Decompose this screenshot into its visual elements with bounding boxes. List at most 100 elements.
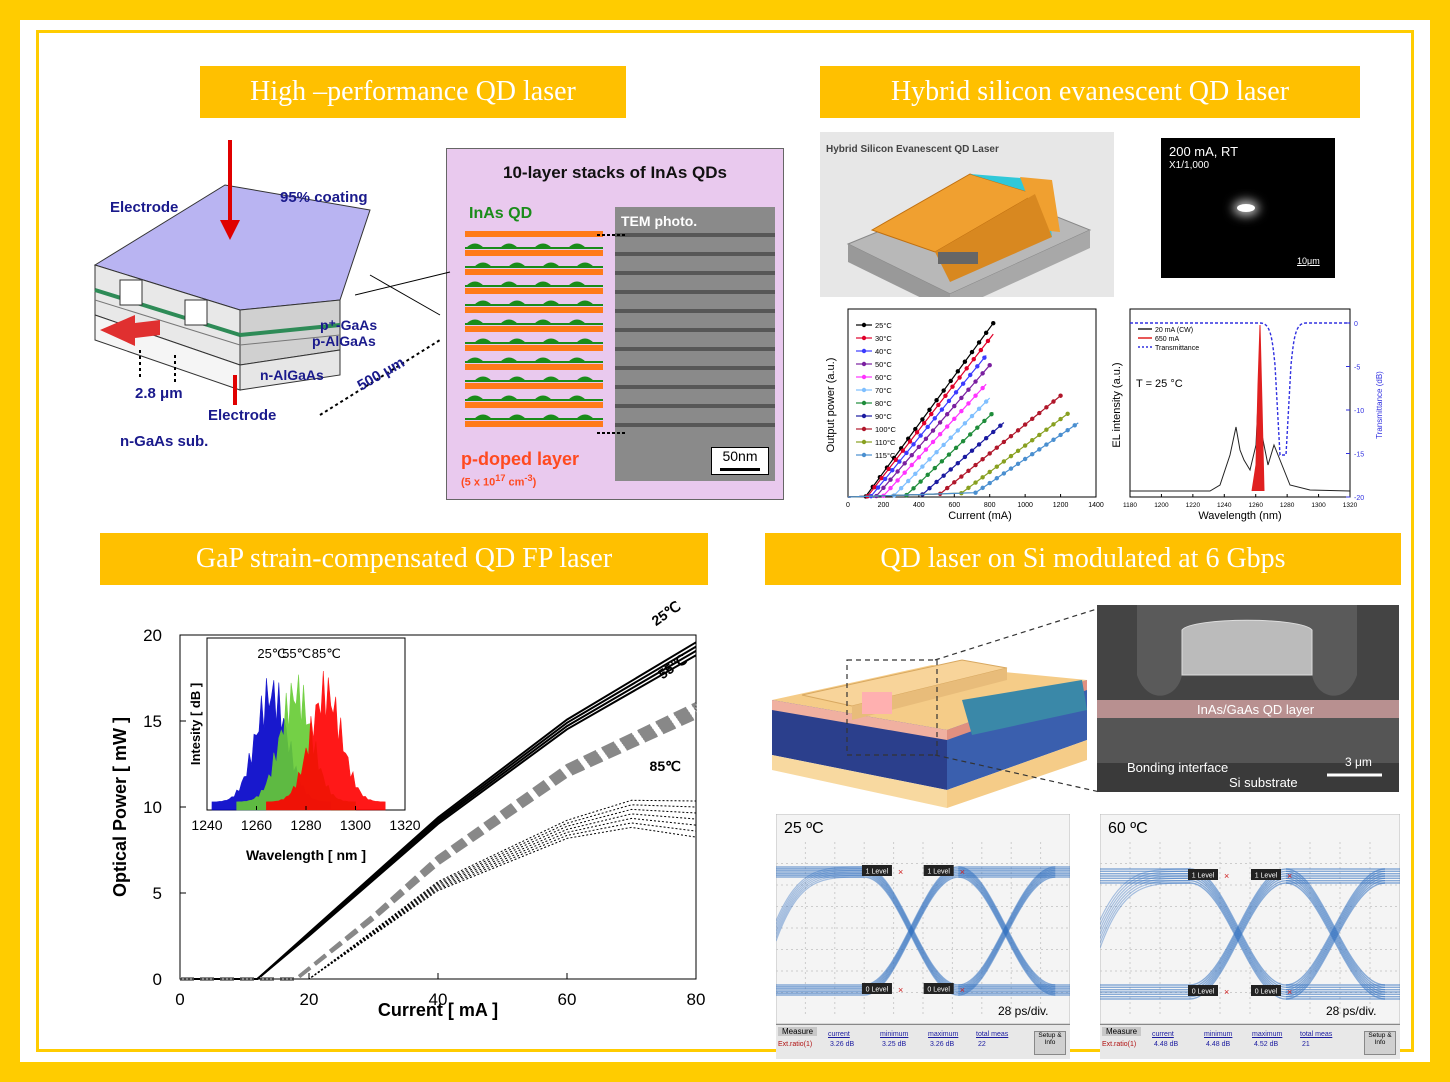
li-data-point	[916, 455, 922, 460]
li-data-point	[966, 485, 971, 491]
op-ytick-label: 10	[143, 798, 162, 817]
tem-stripe	[615, 366, 775, 370]
li-data-point	[976, 442, 982, 447]
label-electrode-top: Electrode	[110, 199, 178, 216]
near-field-spot	[1237, 204, 1255, 212]
li-data-point	[985, 338, 991, 344]
li-data-point	[980, 457, 985, 462]
li-data-point	[1022, 443, 1028, 448]
li-legend-label: 50°C	[875, 360, 892, 369]
li-data-point	[966, 387, 971, 392]
qd-dot	[542, 414, 560, 419]
op-xtick-label: 20	[300, 990, 319, 1009]
op-ytick-label: 20	[143, 626, 162, 645]
li-data-point	[969, 349, 975, 355]
stack-doped-layer	[465, 402, 603, 408]
hybrid-laser-render: Hybrid Silicon Evanescent QD Laser	[820, 132, 1114, 297]
qd-dot	[508, 262, 526, 267]
li-data-point	[1065, 411, 1070, 416]
eye-level-marker	[1251, 869, 1281, 880]
qd-dot	[568, 243, 586, 248]
li-data-point	[952, 403, 957, 409]
stack-doped-layer	[465, 364, 603, 370]
qd-dot	[534, 281, 552, 286]
tem-stripe	[615, 271, 775, 275]
op-series-line	[180, 817, 697, 980]
li-data-point	[1015, 428, 1021, 433]
render-label: Hybrid Silicon Evanescent QD Laser	[826, 144, 999, 155]
li-legend-label: 80°C	[875, 399, 892, 408]
li-ylabel: Output power (a.u.)	[825, 358, 837, 453]
li-data-point	[945, 412, 950, 417]
el-y2tick-label: -20	[1354, 495, 1364, 502]
li-data-point	[980, 485, 985, 491]
li-data-point	[945, 424, 950, 429]
measure-tab[interactable]: Measure	[778, 1027, 818, 1036]
li-data-point	[957, 375, 962, 380]
stack-doped-layer	[465, 269, 603, 275]
li-data-point	[1030, 416, 1035, 422]
svg-text:20 mA (CW): 20 mA (CW)	[1155, 327, 1193, 334]
li-data-point	[923, 436, 929, 441]
measure-col-header: current	[1152, 1031, 1174, 1038]
eye1-timescale: 28 ps/div.	[998, 1004, 1049, 1018]
qd-dot	[474, 300, 492, 305]
stack-title: 10-layer stacks of InAs QDs	[503, 163, 727, 182]
li-legend-label: 70°C	[875, 386, 892, 395]
eye-level-marker	[923, 983, 954, 994]
op-ylabel: Optical Power [ mW ]	[110, 717, 130, 897]
setup-info-button[interactable]: Setup & Info	[1034, 1031, 1066, 1055]
qd-dot	[500, 319, 518, 324]
li-data-point	[987, 480, 992, 486]
li-data-point	[980, 475, 985, 480]
eye-level-marker	[923, 865, 954, 876]
li-data-point	[945, 485, 950, 491]
li-data-point	[973, 490, 978, 495]
li-data-point	[934, 479, 939, 485]
stack-doped-layer	[465, 231, 603, 237]
op-series-line	[180, 705, 697, 981]
li-data-point	[941, 473, 946, 478]
transmittance-curve	[1130, 322, 1350, 456]
li-data-point	[991, 429, 996, 435]
tem-stripe	[615, 385, 775, 389]
li-data-point	[930, 428, 936, 433]
li-data-point	[971, 357, 976, 362]
li-data-point	[939, 459, 945, 464]
title-qd-on-si: QD laser on Si modulated at 6 Gbps	[765, 533, 1401, 585]
li-data-point	[911, 442, 916, 447]
qd-dot	[542, 376, 560, 381]
tem-stripe	[615, 309, 775, 313]
tem-stripe	[615, 290, 775, 294]
near-field-label: 200 mA, RT	[1169, 144, 1239, 159]
setup-info-button[interactable]: Setup & Info	[1364, 1031, 1396, 1055]
li-data-point	[881, 485, 886, 491]
qd-stack-panel: 10-layer stacks of InAs QDs InAs QD TEM …	[446, 148, 784, 500]
li-data-point	[916, 444, 922, 450]
li-data-point	[875, 485, 881, 490]
sem-si-label: Si substrate	[1229, 775, 1298, 790]
li-data-point	[968, 432, 973, 437]
measure-cell: 4.48 dB	[1206, 1041, 1231, 1048]
qd-dot	[466, 319, 484, 324]
li-data-point	[955, 369, 961, 374]
title-hybrid-silicon: Hybrid silicon evanescent QD laser	[820, 66, 1360, 118]
poster-inner-border	[36, 30, 1414, 1052]
li-data-point	[964, 366, 969, 371]
qd-dot	[508, 376, 526, 381]
li-data-point	[962, 359, 968, 364]
eye-trace	[1100, 882, 1400, 1000]
tem-stripe	[615, 404, 775, 408]
measure-col-header: minimum	[880, 1031, 909, 1038]
li-data-point	[1058, 416, 1063, 422]
tem-photo: TEM photo. 50nm	[615, 207, 775, 481]
li-legend-label: 90°C	[875, 412, 892, 421]
stack-doped-layer	[465, 250, 603, 256]
eye2-timescale: 28 ps/div.	[1326, 1004, 1377, 1018]
qd-dot	[542, 262, 560, 267]
label-p-algaas: p-AlGaAs	[312, 333, 376, 349]
svg-text:0 Level: 0 Level	[927, 987, 950, 994]
eye-level-marker	[1188, 985, 1218, 996]
measure-tab[interactable]: Measure	[1102, 1027, 1142, 1036]
title-gap-strain: GaP strain-compensated QD FP laser	[100, 533, 708, 585]
